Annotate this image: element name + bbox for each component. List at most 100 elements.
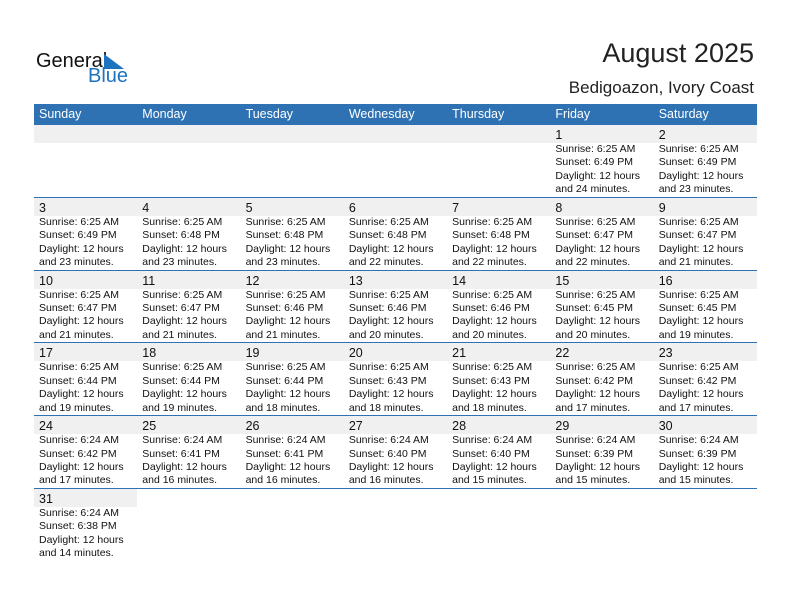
date-band — [34, 270, 757, 289]
weekday-friday: Friday — [555, 107, 591, 121]
daylight-minutes-text: and 16 minutes. — [245, 474, 321, 487]
sunset-text: Sunset: 6:48 PM — [452, 229, 530, 242]
daylight-text: Daylight: 12 hours — [452, 461, 537, 473]
sunrise-text: Sunrise: 6:25 AM — [39, 215, 119, 228]
daylight-minutes-text: and 21 minutes. — [658, 256, 734, 269]
daylight-minutes-text: and 17 minutes. — [39, 474, 114, 487]
sunrise-text: Sunrise: 6:25 AM — [142, 288, 223, 301]
daylight-minutes-text: and 17 minutes. — [658, 401, 734, 414]
sunrise-text: Sunrise: 6:25 AM — [658, 215, 739, 228]
sunset-text: Sunset: 6:42 PM — [658, 374, 737, 387]
day-cell: 5 Sunrise: 6:25 AM Sunset: 6:48 PM Daylight… — [241, 198, 344, 270]
sunset-text: Sunset: 6:39 PM — [555, 447, 634, 460]
day-cell: 30 Sunrise: 6:24 AM Sunset: 6:39 PM Dayligh… — [654, 416, 757, 488]
day-number: 29 — [555, 419, 570, 434]
sunrise-text: Sunrise: 6:25 AM — [348, 288, 429, 301]
day-cell: 6 Sunrise: 6:25 AM Sunset: 6:48 PM Daylight… — [344, 198, 447, 270]
week-row: 17 Sunrise: 6:25 AM Sunset: 6:44 PM Dayligh… — [34, 343, 757, 417]
daylight-text: Daylight: 12 hours — [142, 315, 227, 328]
sunset-text: Sunset: 6:45 PM — [555, 302, 634, 314]
daylight-text: Daylight: 12 hours — [555, 242, 641, 255]
sunset-text: Sunset: 6:47 PM — [555, 229, 634, 242]
daylight-minutes-text: and 19 minutes. — [39, 401, 114, 414]
date-band — [34, 416, 757, 435]
daylight-minutes-text: and 21 minutes. — [39, 328, 114, 341]
day-number: 21 — [452, 346, 467, 361]
daylight-minutes-text: and 21 minutes. — [142, 328, 217, 341]
daylight-minutes-text: and 22 minutes. — [452, 256, 527, 269]
sunset-text: Sunset: 6:49 PM — [555, 156, 634, 169]
sunrise-text: Sunrise: 6:24 AM — [142, 434, 223, 447]
sunrise-text: Sunrise: 6:24 AM — [658, 434, 739, 447]
day-number: 10 — [39, 273, 53, 288]
logo-text-blue: Blue — [88, 65, 129, 87]
date-band — [34, 125, 757, 143]
day-number: 28 — [452, 419, 467, 434]
daylight-minutes-text: and 20 minutes. — [555, 328, 631, 341]
day-number: 12 — [245, 273, 260, 288]
sunrise-text: Sunrise: 6:25 AM — [245, 361, 326, 374]
date-band — [34, 488, 137, 507]
sunrise-text: Sunrise: 6:25 AM — [555, 288, 636, 301]
daylight-text: Daylight: 12 hours — [658, 242, 744, 255]
daylight-text: Daylight: 12 hours — [348, 461, 434, 473]
sunset-text: Sunset: 6:46 PM — [245, 302, 324, 314]
date-band — [34, 197, 757, 216]
week-row: 3 Sunrise: 6:25 AM Sunset: 6:49 PM Daylight… — [34, 197, 757, 271]
daylight-minutes-text: and 23 minutes. — [245, 256, 321, 269]
day-number: 31 — [39, 491, 53, 506]
sunrise-text: Sunrise: 6:25 AM — [658, 143, 739, 155]
day-number: 11 — [142, 273, 156, 288]
weekday-monday: Monday — [142, 107, 187, 121]
day-number: 16 — [658, 273, 673, 288]
day-cell: 25 Sunrise: 6:24 AM Sunset: 6:41 PM Dayligh… — [137, 416, 240, 488]
day-cell: 9 Sunrise: 6:25 AM Sunset: 6:47 PM Daylight… — [654, 198, 757, 270]
daylight-text: Daylight: 12 hours — [658, 461, 744, 473]
sunrise-text: Sunrise: 6:25 AM — [658, 288, 739, 301]
date-band — [34, 343, 757, 362]
sunrise-text: Sunrise: 6:25 AM — [452, 288, 533, 301]
daylight-minutes-text: and 23 minutes. — [39, 256, 114, 269]
sunrise-text: Sunrise: 6:25 AM — [39, 288, 119, 301]
day-cell: 4 Sunrise: 6:25 AM Sunset: 6:48 PM Daylight… — [137, 198, 240, 270]
day-cell: 15 Sunrise: 6:25 AM Sunset: 6:45 PM Dayligh… — [550, 271, 653, 343]
week-row: 24 Sunrise: 6:24 AM Sunset: 6:42 PM Dayligh… — [34, 416, 757, 489]
daylight-text: Daylight: 12 hours — [39, 533, 124, 546]
sunrise-text: Sunrise: 6:25 AM — [555, 215, 636, 228]
daylight-text: Daylight: 12 hours — [348, 315, 434, 328]
day-cell: 22 Sunrise: 6:25 AM Sunset: 6:42 PM Dayligh… — [550, 343, 653, 415]
daylight-minutes-text: and 22 minutes. — [555, 256, 631, 269]
daylight-minutes-text: and 20 minutes. — [452, 328, 527, 341]
sunset-text: Sunset: 6:44 PM — [245, 374, 324, 387]
daylight-text: Daylight: 12 hours — [142, 242, 227, 255]
daylight-text: Daylight: 12 hours — [39, 461, 124, 473]
day-cell: 18 Sunrise: 6:25 AM Sunset: 6:44 PM Dayligh… — [137, 343, 240, 415]
daylight-text: Daylight: 12 hours — [452, 242, 537, 255]
daylight-minutes-text: and 16 minutes. — [348, 474, 424, 487]
sunset-text: Sunset: 6:43 PM — [348, 374, 427, 387]
daylight-minutes-text: and 20 minutes. — [348, 328, 424, 341]
day-number: 24 — [39, 419, 53, 434]
day-cell: 28 Sunrise: 6:24 AM Sunset: 6:40 PM Dayligh… — [447, 416, 550, 488]
weekday-header: Sunday Monday Tuesday Wednesday Thursday Frid… — [34, 104, 757, 125]
day-number: 14 — [452, 273, 467, 288]
daylight-text: Daylight: 12 hours — [452, 388, 537, 401]
daylight-minutes-text: and 23 minutes. — [142, 256, 217, 269]
calendar-grid: Sunday Monday Tuesday Wednesday Thursday Frid… — [34, 104, 757, 562]
daylight-text: Daylight: 12 hours — [555, 315, 641, 328]
daylight-text: Daylight: 12 hours — [39, 315, 124, 328]
location-label: Bedigoazon, Ivory Coast — [568, 78, 754, 97]
general-blue-logo: General Blue — [36, 50, 136, 90]
sunset-text: Sunset: 6:47 PM — [658, 229, 737, 242]
sunset-text: Sunset: 6:47 PM — [39, 302, 117, 314]
sunrise-text: Sunrise: 6:24 AM — [39, 434, 119, 447]
day-cell: 26 Sunrise: 6:24 AM Sunset: 6:41 PM Dayligh… — [241, 416, 344, 488]
daylight-text: Daylight: 12 hours — [658, 315, 744, 328]
week-row: 1 Sunrise: 6:25 AM Sunset: 6:49 PM Daylight… — [34, 125, 757, 198]
daylight-text: Daylight: 12 hours — [658, 388, 744, 401]
weekday-wednesday: Wednesday — [348, 107, 415, 121]
sunset-text: Sunset: 6:46 PM — [452, 302, 530, 314]
empty-cell — [137, 489, 240, 561]
sunrise-text: Sunrise: 6:25 AM — [555, 361, 636, 374]
day-number: 7 — [452, 200, 460, 215]
